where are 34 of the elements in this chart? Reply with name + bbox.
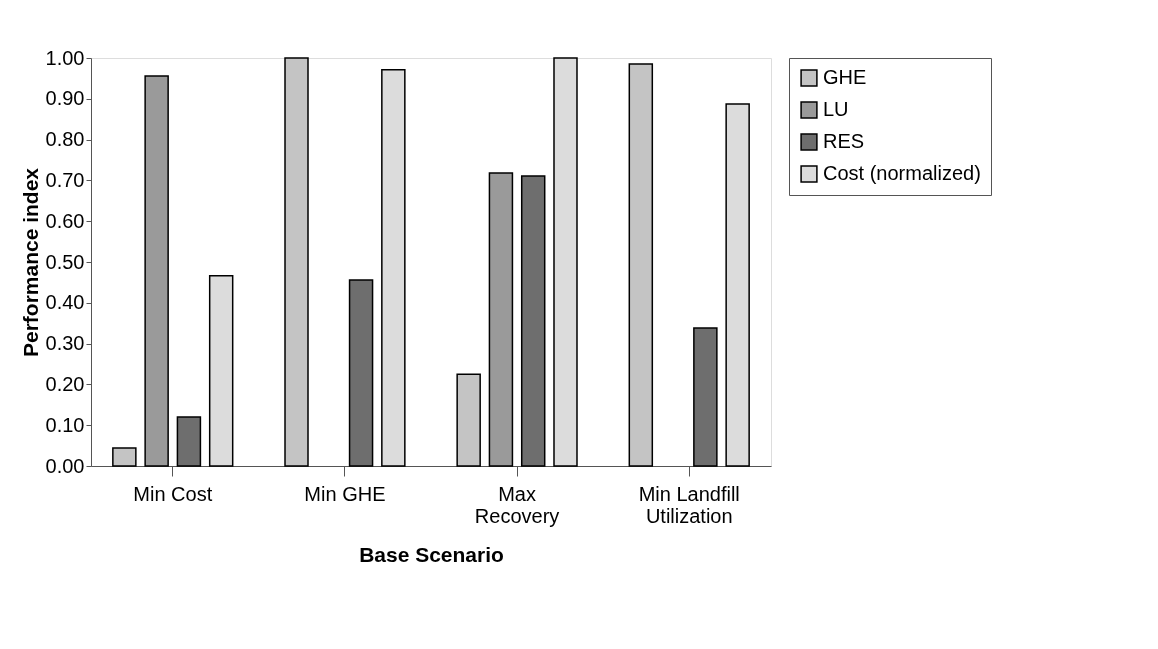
bar xyxy=(628,63,654,467)
bar xyxy=(208,275,234,467)
legend-label: RES xyxy=(823,130,865,152)
legend-label: GHE xyxy=(823,66,867,88)
bar xyxy=(488,172,514,467)
bar xyxy=(456,373,481,467)
y-tick-label: 0.90 xyxy=(45,87,85,110)
x-tick-label: Min Landfill Utilization xyxy=(638,482,740,527)
y-tick-label: 0.70 xyxy=(45,168,85,191)
x-axis-title: Base Scenario xyxy=(359,542,504,566)
y-tick-label: 0.60 xyxy=(45,209,85,232)
y-tick-label: 0.80 xyxy=(45,128,85,151)
y-tick-label: 0.40 xyxy=(45,291,85,314)
y-axis-title: Performance index xyxy=(18,167,42,358)
x-tick-label: Max Recovery xyxy=(474,482,560,527)
legend-label: Cost (normalized) xyxy=(823,162,981,184)
bar xyxy=(693,327,718,467)
y-tick-label: 0.20 xyxy=(45,372,85,395)
bar xyxy=(176,416,202,467)
y-tick-label: 0.50 xyxy=(45,250,85,273)
y-tick-label: 0.10 xyxy=(45,413,85,436)
bar xyxy=(144,75,169,467)
bar xyxy=(112,447,137,467)
bar xyxy=(381,69,406,467)
y-tick-label: 0.00 xyxy=(45,454,85,477)
legend-label: LU xyxy=(823,98,849,120)
bar xyxy=(520,175,546,467)
bar xyxy=(725,103,750,467)
x-tick-label: Min GHE xyxy=(304,482,386,505)
y-tick-label: 1.00 xyxy=(45,46,85,69)
y-tick-label: 0.30 xyxy=(45,332,85,355)
bar xyxy=(348,279,374,467)
x-tick-label: Min Cost xyxy=(133,482,213,505)
bar xyxy=(284,57,309,467)
